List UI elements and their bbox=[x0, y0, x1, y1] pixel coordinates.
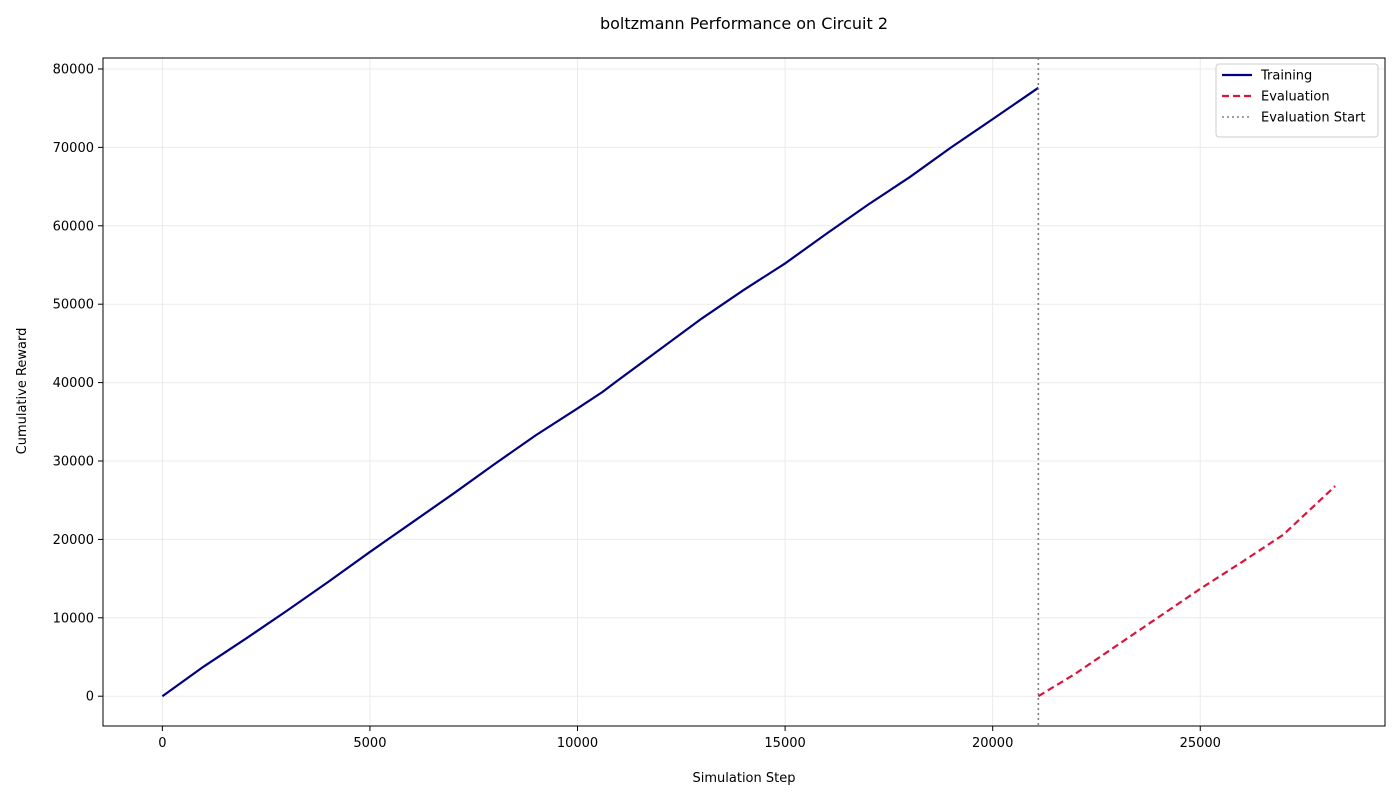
y-axis: 0 10000 20000 30000 40000 50000 60000 70000 8000… bbox=[53, 62, 103, 705]
legend-label: Evaluation bbox=[1261, 90, 1330, 105]
x-axis: 0 5000 10000 15000 20000 25000 bbox=[158, 726, 1221, 751]
legend: Training Evaluation Evaluation Start bbox=[1215, 63, 1379, 138]
x-tick-label: 25000 bbox=[1180, 736, 1221, 751]
x-axis-title: Simulation Step bbox=[693, 771, 796, 786]
x-tick-label: 0 bbox=[158, 736, 166, 751]
y-tick-label: 30000 bbox=[53, 454, 94, 469]
y-tick-label: 0 bbox=[86, 690, 94, 705]
y-tick-label: 10000 bbox=[53, 611, 94, 626]
x-tick-label: 5000 bbox=[353, 736, 386, 751]
legend-label: Evaluation Start bbox=[1261, 111, 1365, 126]
y-axis-title: Cumulative Reward bbox=[15, 328, 30, 455]
series-line-training bbox=[161, 86, 1039, 698]
series-lines bbox=[161, 58, 1336, 726]
y-tick-label: 80000 bbox=[53, 62, 94, 77]
x-tick-label: 20000 bbox=[972, 736, 1013, 751]
y-tick-label: 50000 bbox=[53, 298, 94, 313]
legend-box bbox=[1215, 63, 1379, 138]
y-tick-label: 20000 bbox=[53, 533, 94, 548]
plot-frame bbox=[102, 57, 1386, 727]
legend-label: Training bbox=[1260, 69, 1312, 84]
x-tick-label: 15000 bbox=[764, 736, 805, 751]
x-tick-label: 10000 bbox=[557, 736, 598, 751]
grid bbox=[103, 58, 1385, 726]
y-tick-label: 70000 bbox=[53, 141, 94, 156]
chart-title: boltzmann Performance on Circuit 2 bbox=[600, 14, 888, 33]
y-tick-label: 40000 bbox=[53, 376, 94, 391]
y-tick-label: 60000 bbox=[53, 219, 94, 234]
series-line-evaluation bbox=[1037, 485, 1336, 698]
